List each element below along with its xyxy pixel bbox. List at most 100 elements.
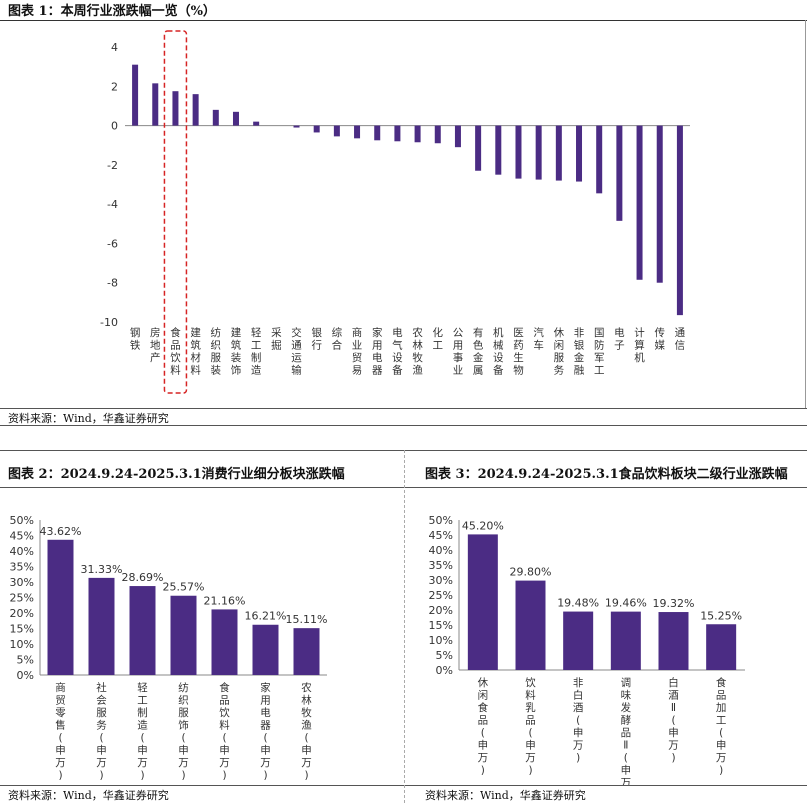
x-category-label: 纺织服装	[211, 326, 222, 377]
bar	[394, 125, 401, 142]
bar	[535, 125, 542, 180]
figure-3-title: 图表 3：2024.9.24-2025.3.1食品饮料板块二级行业涨跌幅	[425, 467, 788, 482]
y-tick-label: 15%	[429, 619, 453, 632]
data-label: 45.20%	[462, 519, 504, 532]
y-tick-label: -10	[100, 316, 118, 329]
figure-1-title: 图表 1：本周行业涨跌幅一览（%）	[8, 4, 216, 19]
x-category-label: 银行	[311, 326, 322, 352]
figure-3-chart: 0% 5% 10% 15% 20% 25% 30% 35% 40% 45% 50% 45.20% 休闲食…	[429, 514, 745, 785]
y-tick-label: 4	[111, 41, 118, 54]
y-tick-label: 30%	[10, 576, 34, 589]
x-category-label: 非银金融	[574, 327, 585, 377]
data-label: 16.21%	[245, 610, 287, 623]
x-category-label: 纺织服饰(申万)	[178, 681, 189, 782]
x-category-label: 房地产	[150, 326, 161, 364]
x-category-label: 农林牧渔(申万)	[301, 681, 312, 782]
x-category-label: 建筑材料	[190, 326, 201, 377]
y-tick-label: 2	[111, 80, 118, 93]
bar	[563, 611, 594, 670]
y-tick-label: 45%	[10, 530, 34, 543]
y-tick-label: 5%	[17, 654, 34, 667]
y-tick-label: 15%	[10, 623, 34, 636]
y-tick-label: 10%	[429, 634, 453, 647]
bar	[172, 91, 179, 126]
bar	[333, 125, 340, 137]
bar	[354, 125, 361, 139]
bar	[253, 121, 260, 126]
y-tick-label: 30%	[429, 574, 453, 587]
bar	[414, 125, 421, 143]
bar	[656, 125, 663, 283]
figure-2-panel: 图表 2：2024.9.24-2025.3.1消费行业细分板块涨跌幅 0% 5% 1…	[0, 450, 404, 803]
x-category-label: 计算机	[634, 326, 645, 364]
x-category-label: 汽车	[533, 326, 544, 352]
bar	[88, 577, 115, 675]
data-label: 19.48%	[557, 597, 599, 610]
y-tick-label: 20%	[10, 607, 34, 620]
x-category-label: 食品饮料(申万)	[219, 681, 230, 782]
bar	[211, 609, 238, 675]
x-category-label: 农林牧渔	[412, 326, 423, 377]
data-label: 19.32%	[653, 597, 695, 610]
figure-1-source: 资料来源：Wind，华鑫证券研究	[8, 412, 169, 425]
bar	[616, 125, 623, 221]
bar	[676, 125, 683, 316]
y-tick-label: -2	[107, 159, 118, 172]
highlight-box	[163, 30, 188, 394]
bar	[132, 64, 139, 126]
y-tick-label: 35%	[429, 559, 453, 572]
x-category-label: 家用电器(申万)	[260, 681, 271, 782]
x-category-label: 家用电器	[372, 326, 383, 377]
bar	[374, 125, 381, 141]
bar	[636, 125, 643, 280]
figure-2-chart: 0% 5% 10% 15% 20% 25% 30% 35% 40% 45% 50% 43.62% 商贸零…	[10, 514, 328, 782]
bar	[454, 125, 461, 148]
y-tick-label: 0%	[436, 664, 453, 677]
x-category-label: 休闲食品(申万)	[478, 677, 489, 777]
x-category-label: 机械设备	[493, 326, 504, 377]
bar	[706, 624, 737, 670]
y-tick-label: 25%	[10, 592, 34, 605]
bar	[610, 611, 641, 670]
x-category-label: 休闲服务	[554, 327, 565, 377]
bar	[192, 94, 199, 126]
y-tick-label: 5%	[436, 649, 453, 662]
x-category-label: 商业贸易	[352, 326, 363, 377]
bar	[576, 125, 583, 182]
y-tick-label: 20%	[429, 604, 453, 617]
y-tick-label: -4	[107, 198, 118, 211]
bar	[555, 125, 562, 181]
figure-1-chart: 4 2 0 -2 -4 -6 -8 -10 钢铁房地产食品饮料建筑材料纺织服装建筑装饰轻工制造采…	[100, 30, 690, 394]
bar	[152, 83, 159, 126]
bar	[129, 586, 156, 675]
figure-3-panel: 图表 3：2024.9.24-2025.3.1食品饮料板块二级行业涨跌幅 0% 5…	[405, 450, 807, 803]
y-tick-label: -8	[107, 277, 118, 290]
bar	[658, 612, 689, 670]
data-label: 31.33%	[81, 563, 123, 576]
x-category-label: 白酒 Ⅱ (申万)	[668, 676, 679, 764]
y-tick-label: 50%	[10, 514, 34, 527]
x-category-label: 国防军工	[594, 327, 605, 377]
data-label: 29.80%	[510, 566, 552, 579]
y-tick-label: 0	[111, 120, 118, 133]
x-category-label: 公用事业	[453, 327, 464, 377]
y-tick-label: 50%	[429, 514, 453, 527]
y-tick-label: -6	[107, 237, 118, 250]
x-category-label: 交通运输	[291, 326, 302, 377]
y-tick-label: 10%	[10, 638, 34, 651]
figure-2-source: 资料来源：Wind，华鑫证券研究	[8, 789, 169, 802]
data-label: 15.25%	[700, 609, 742, 622]
bar	[495, 125, 502, 175]
y-tick-label: 35%	[10, 561, 34, 574]
bar	[293, 628, 320, 675]
x-category-label: 轻工制造(申万)	[137, 681, 148, 782]
figure-1-panel: 图表 1：本周行业涨跌幅一览（%） 4 2 0 -2 -4 -6 -8 -10 钢铁 房地产 食品饮…	[0, 4, 807, 426]
bar	[515, 125, 522, 179]
x-category-label: 传媒	[654, 327, 665, 352]
x-category-label: 饮料乳品(申万)	[525, 676, 536, 777]
x-category-label: 社会服务(申万)	[96, 681, 107, 782]
bar	[212, 109, 219, 126]
data-label: 43.62%	[40, 525, 82, 538]
bar	[313, 125, 320, 133]
